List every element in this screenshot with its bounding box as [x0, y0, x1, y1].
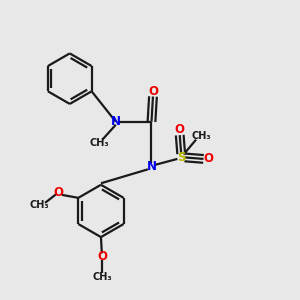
Text: S: S	[177, 151, 185, 164]
Text: O: O	[53, 186, 63, 199]
Text: CH₃: CH₃	[29, 200, 49, 210]
Text: O: O	[148, 85, 158, 98]
Text: CH₃: CH₃	[93, 272, 112, 282]
Text: O: O	[98, 250, 107, 263]
Text: N: N	[111, 115, 121, 128]
Text: CH₃: CH₃	[192, 131, 212, 141]
Text: CH₃: CH₃	[89, 139, 109, 148]
Text: O: O	[204, 152, 214, 165]
Text: N: N	[146, 160, 157, 173]
Text: O: O	[175, 123, 185, 136]
